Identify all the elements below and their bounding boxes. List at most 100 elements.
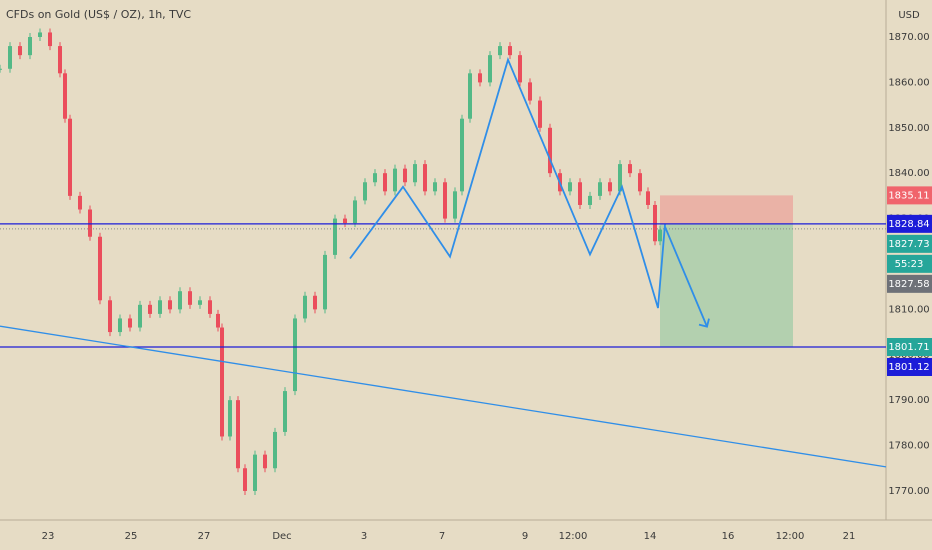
candle <box>48 32 52 47</box>
plot <box>0 28 887 495</box>
candle <box>18 46 22 56</box>
candle <box>508 46 512 56</box>
price-tag-label: 1828.84 <box>888 219 929 230</box>
y-tick-label: 1790.00 <box>888 395 929 406</box>
stop-zone <box>660 195 793 224</box>
candle <box>373 173 377 183</box>
candle <box>168 300 172 310</box>
x-tick-label: 12:00 <box>776 531 805 542</box>
candle <box>138 304 142 328</box>
candle <box>58 46 62 74</box>
candle <box>343 218 347 224</box>
candle <box>88 209 92 237</box>
candle <box>220 327 224 437</box>
candle <box>443 182 447 219</box>
candle <box>608 182 612 192</box>
price-tag-label: 1827.58 <box>888 279 929 290</box>
candle <box>188 291 192 305</box>
arrow-line <box>664 226 708 327</box>
candle <box>28 36 32 56</box>
y-tick-label: 1810.00 <box>888 304 929 315</box>
candle <box>8 46 12 69</box>
candle <box>528 82 532 101</box>
candle <box>568 182 572 192</box>
pattern-line <box>349 57 666 309</box>
candle <box>148 304 152 314</box>
candle <box>283 391 287 432</box>
candle <box>618 164 622 192</box>
price-tag <box>887 254 932 273</box>
y-tick-label: 1860.00 <box>888 77 929 88</box>
y-tick-label: 1840.00 <box>888 168 929 179</box>
candle <box>588 195 592 205</box>
candle <box>158 300 162 314</box>
price-tag <box>887 337 932 356</box>
candle <box>178 291 182 310</box>
candle <box>578 182 582 205</box>
x-tick-label: 14 <box>644 531 657 542</box>
candle <box>403 168 407 183</box>
candle <box>353 200 357 224</box>
price-tag <box>887 214 932 233</box>
candle <box>216 313 220 328</box>
x-tick-label: 12:00 <box>559 531 588 542</box>
candle <box>243 468 247 491</box>
candle <box>38 32 42 37</box>
arrow-head <box>698 318 710 328</box>
candle <box>293 318 297 392</box>
price-tag-label: 1835.11 <box>888 190 929 201</box>
x-tick-label: 21 <box>843 531 856 542</box>
candle <box>638 173 642 192</box>
candle <box>478 73 482 83</box>
candle <box>236 400 240 469</box>
candle <box>128 318 132 328</box>
price-tag <box>887 274 932 293</box>
candle <box>598 182 602 196</box>
currency: USD <box>898 10 920 21</box>
x-tick-label: 16 <box>722 531 735 542</box>
candle <box>313 295 317 310</box>
candle <box>273 431 277 469</box>
candle <box>488 55 492 83</box>
candle <box>68 118 72 196</box>
candle <box>433 182 437 192</box>
candle <box>548 127 552 174</box>
chart-title: CFDs on Gold (US$ / OZ), 1h, TVC <box>6 8 191 21</box>
x-tick-label: 7 <box>439 531 445 542</box>
x-tick-label: 25 <box>125 531 138 542</box>
candle <box>393 168 397 192</box>
candle <box>198 300 202 305</box>
candle <box>498 46 502 56</box>
x-tick-label: 3 <box>361 531 367 542</box>
candle <box>423 164 427 192</box>
candle <box>333 218 337 255</box>
candle <box>413 164 417 183</box>
x-tick-label: 27 <box>198 531 211 542</box>
y-tick-label: 1780.00 <box>888 441 929 452</box>
candle <box>108 300 112 333</box>
x-tick-label: Dec <box>272 531 291 542</box>
candle <box>460 118 464 192</box>
candle <box>383 173 387 192</box>
candle <box>628 164 632 174</box>
candle <box>263 454 267 469</box>
target-zone <box>660 223 793 347</box>
candle <box>0 68 2 70</box>
candle <box>253 454 257 491</box>
candle <box>323 254 327 310</box>
candle <box>303 295 307 319</box>
price-tag-label: 1827.73 <box>888 239 929 250</box>
candle <box>658 229 662 242</box>
price-tag <box>887 186 932 205</box>
candle <box>78 195 82 210</box>
price-tag <box>887 234 932 253</box>
candle <box>518 55 522 83</box>
candle <box>98 236 102 301</box>
price-tag <box>887 357 932 376</box>
y-tick-label: 1870.00 <box>888 32 929 43</box>
price-tag-label: 55:23 <box>895 259 924 270</box>
candle <box>363 182 367 201</box>
candle <box>453 191 457 219</box>
trend-line <box>0 325 887 468</box>
candle <box>538 100 542 128</box>
